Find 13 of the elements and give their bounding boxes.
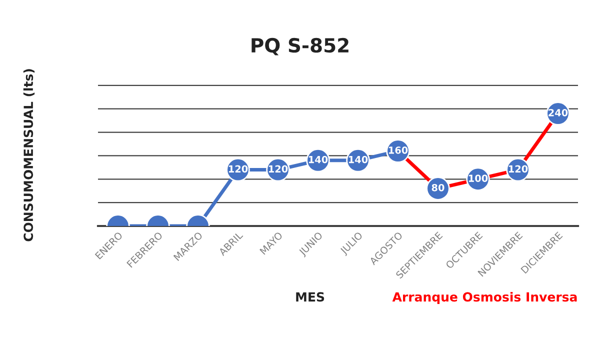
- data-label: 240: [548, 108, 568, 116]
- data-label: 140: [308, 156, 328, 164]
- data-label: 160: [388, 146, 408, 154]
- data-label: 100: [468, 174, 488, 182]
- data-label: 80: [432, 184, 444, 192]
- chart-title: PQ S-852: [252, 38, 348, 56]
- data-label: 140: [348, 156, 368, 164]
- y-axis-title: CONSUMOMENSUAL (lts): [23, 69, 35, 242]
- x-axis-title: MES: [296, 292, 324, 302]
- data-label: 120: [268, 165, 288, 173]
- text: Arranque Osmosis Inversa: [392, 292, 577, 304]
- data-label: 120: [508, 165, 528, 173]
- data-label: 120: [228, 165, 248, 173]
